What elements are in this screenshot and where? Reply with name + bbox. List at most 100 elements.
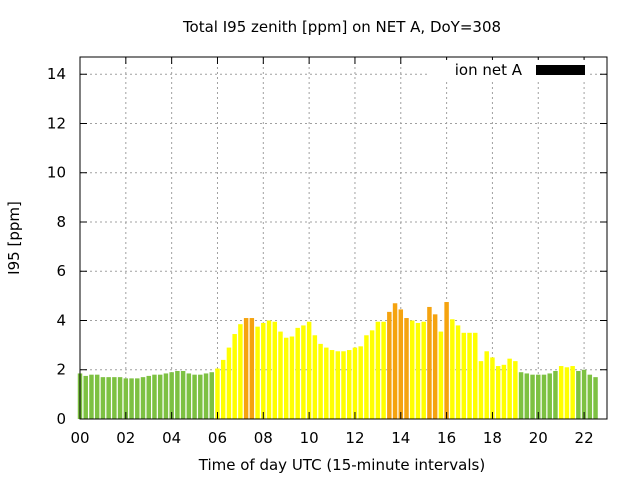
x-tick-label: 12 <box>345 429 364 447</box>
bar-green <box>576 370 581 419</box>
y-tick-label: 10 <box>47 164 66 182</box>
bar-yellow <box>272 321 277 419</box>
bar-green <box>541 374 547 419</box>
bar-yellow <box>238 324 243 419</box>
bar-green <box>581 369 587 419</box>
bar-yellow <box>513 361 518 419</box>
bar-green <box>106 377 111 419</box>
bar-yellow <box>375 321 381 419</box>
bar-green <box>203 373 209 419</box>
bar-yellow <box>490 357 495 419</box>
bar-yellow <box>478 361 484 419</box>
x-tick-label: 02 <box>116 429 135 447</box>
bar-green <box>135 378 140 419</box>
bar-yellow <box>450 319 455 419</box>
bar-yellow <box>301 325 306 419</box>
bar-orange <box>392 303 398 419</box>
y-axis-label: I95 [ppm] <box>5 201 23 275</box>
bar-yellow <box>220 359 226 419</box>
bar-green <box>547 373 552 419</box>
bar-orange <box>432 314 438 419</box>
bar-yellow <box>564 367 570 419</box>
bar-green <box>129 378 134 419</box>
y-tick-label: 0 <box>56 410 66 428</box>
bar-green <box>209 372 214 419</box>
bar-orange <box>404 318 409 419</box>
bar-green <box>112 377 117 419</box>
bar-yellow <box>410 320 415 419</box>
bar-yellow <box>318 343 323 419</box>
bar-green <box>117 377 123 419</box>
bar-yellow <box>364 335 369 419</box>
bar-green <box>593 377 598 419</box>
axis-ticks <box>79 57 607 420</box>
bar-yellow <box>352 347 358 419</box>
bar-green <box>186 373 192 419</box>
bar-green <box>89 374 94 419</box>
bar-yellow <box>346 350 352 419</box>
bar-orange <box>398 309 404 419</box>
bar-orange <box>427 306 432 419</box>
bar-yellow <box>415 322 421 419</box>
x-tick-label: 22 <box>575 429 594 447</box>
bar-yellow <box>358 346 363 419</box>
bar-yellow <box>455 325 461 419</box>
y-tick-label: 4 <box>56 311 66 329</box>
bar-yellow <box>507 358 512 419</box>
bar-green <box>123 378 129 419</box>
bar-yellow <box>341 351 346 419</box>
bar-green <box>518 372 524 419</box>
bar-green <box>553 370 558 419</box>
x-tick-label: 16 <box>437 429 456 447</box>
y-tick-label: 8 <box>56 213 66 231</box>
bar-yellow <box>295 327 300 419</box>
bar-yellow <box>266 320 272 419</box>
bar-yellow <box>226 347 232 419</box>
x-tick-label: 06 <box>208 429 227 447</box>
bar-yellow <box>501 364 507 419</box>
legend-swatch <box>536 65 585 75</box>
bar-yellow <box>335 351 341 419</box>
bar-yellow <box>570 366 575 419</box>
legend: ion net A <box>430 60 590 80</box>
bar-yellow <box>473 332 478 419</box>
bar-green <box>157 374 163 419</box>
bar-yellow <box>255 326 260 419</box>
x-axis-label: Time of day UTC (15-minute intervals) <box>198 456 485 474</box>
x-tick-label: 08 <box>254 429 273 447</box>
bar-yellow <box>369 330 375 419</box>
x-tick-label: 00 <box>70 429 89 447</box>
bar-green <box>100 377 106 419</box>
bar-green <box>175 370 180 419</box>
bar-yellow <box>324 347 329 419</box>
bar-yellow <box>381 321 386 419</box>
x-tick-label: 10 <box>300 429 319 447</box>
bar-green <box>587 374 593 419</box>
x-tick-label: 14 <box>391 429 410 447</box>
bar-yellow <box>312 335 318 419</box>
bar-yellow <box>278 331 283 419</box>
bar-green <box>94 374 100 419</box>
x-tick-label: 20 <box>529 429 548 447</box>
bar-green <box>163 373 169 419</box>
x-tick-label: 18 <box>483 429 502 447</box>
x-tick-label: 04 <box>162 429 181 447</box>
bar-green <box>180 370 186 419</box>
bar-green <box>192 374 197 419</box>
bars <box>77 302 598 419</box>
bar-yellow <box>484 351 489 419</box>
bar-green <box>169 372 174 419</box>
bar-green <box>140 377 146 419</box>
bar-orange <box>249 318 255 419</box>
bar-green <box>536 374 541 419</box>
chart-title: Total I95 zenith [ppm] on NET A, DoY=308 <box>182 18 501 36</box>
y-tick-label: 6 <box>56 262 66 280</box>
y-tick-label: 2 <box>56 361 66 379</box>
bar-green <box>83 375 88 419</box>
bar-green <box>146 375 151 419</box>
bar-green <box>524 373 530 419</box>
bar-yellow <box>232 334 237 419</box>
bar-green <box>198 374 203 419</box>
